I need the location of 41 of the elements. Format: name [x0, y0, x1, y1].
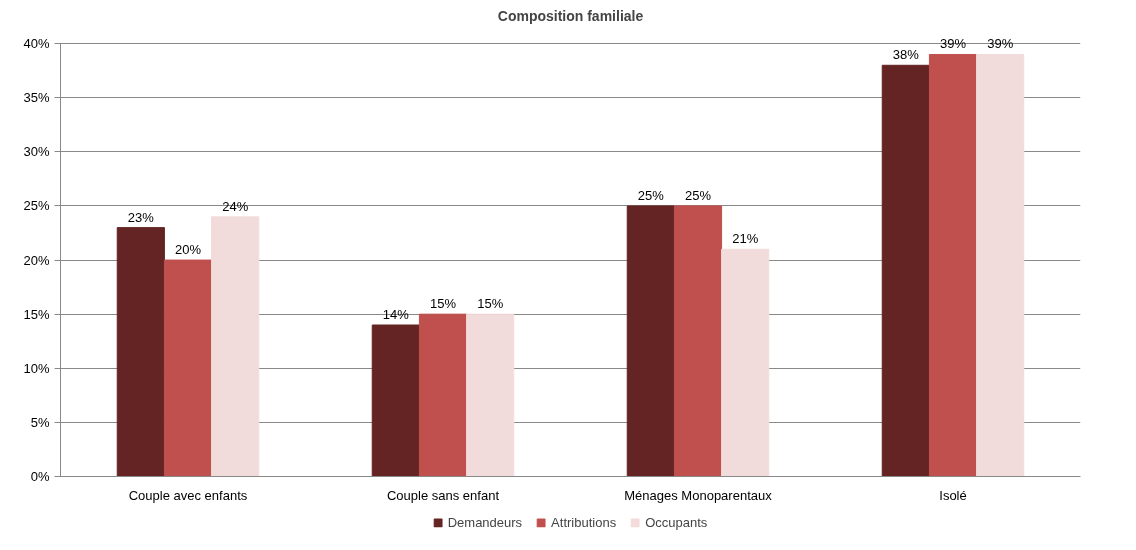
data-label: 21% — [732, 231, 759, 247]
bar — [881, 64, 930, 477]
legend-label: Occupants — [645, 514, 708, 530]
chart-title: Composition familiale — [497, 7, 644, 24]
bar — [418, 313, 468, 477]
bar — [163, 259, 213, 477]
bar — [466, 313, 515, 477]
data-label: 25% — [637, 187, 665, 203]
bar — [721, 248, 770, 477]
legend-label: Demandeurs — [447, 514, 523, 530]
data-label: 15% — [477, 296, 504, 312]
data-label: 15% — [429, 296, 457, 312]
bar — [976, 53, 1025, 477]
data-label: 38% — [892, 47, 920, 63]
bar — [371, 324, 420, 477]
y-tick-label: 20% — [23, 252, 50, 268]
data-label: 14% — [382, 307, 410, 322]
bar — [116, 227, 165, 477]
legend-label: Attributions — [551, 514, 617, 530]
y-tick-label: 0% — [30, 469, 50, 484]
data-label: 24% — [222, 198, 249, 214]
y-tick-label: 35% — [23, 90, 50, 106]
data-label: 39% — [987, 36, 1014, 52]
bar — [928, 53, 978, 477]
y-tick-label: 10% — [23, 360, 50, 376]
x-tick-label: Isolé — [939, 487, 967, 503]
bar — [673, 205, 723, 477]
y-tick-label: 15% — [23, 306, 50, 322]
x-tick-label: Couple avec enfants — [128, 487, 248, 503]
x-tick-label: Ménages Monoparentaux — [624, 487, 773, 503]
y-tick-label: 40% — [23, 36, 50, 52]
y-tick-label: 5% — [30, 414, 50, 430]
bar — [211, 216, 260, 477]
x-tick-label: Couple sans enfant — [386, 487, 500, 503]
data-label: 23% — [127, 209, 155, 225]
data-label: 39% — [939, 36, 967, 52]
data-label: 25% — [684, 187, 712, 203]
y-tick-label: 25% — [23, 198, 50, 214]
bar — [626, 205, 675, 477]
data-label: 20% — [174, 242, 202, 258]
y-tick-label: 30% — [23, 144, 50, 160]
